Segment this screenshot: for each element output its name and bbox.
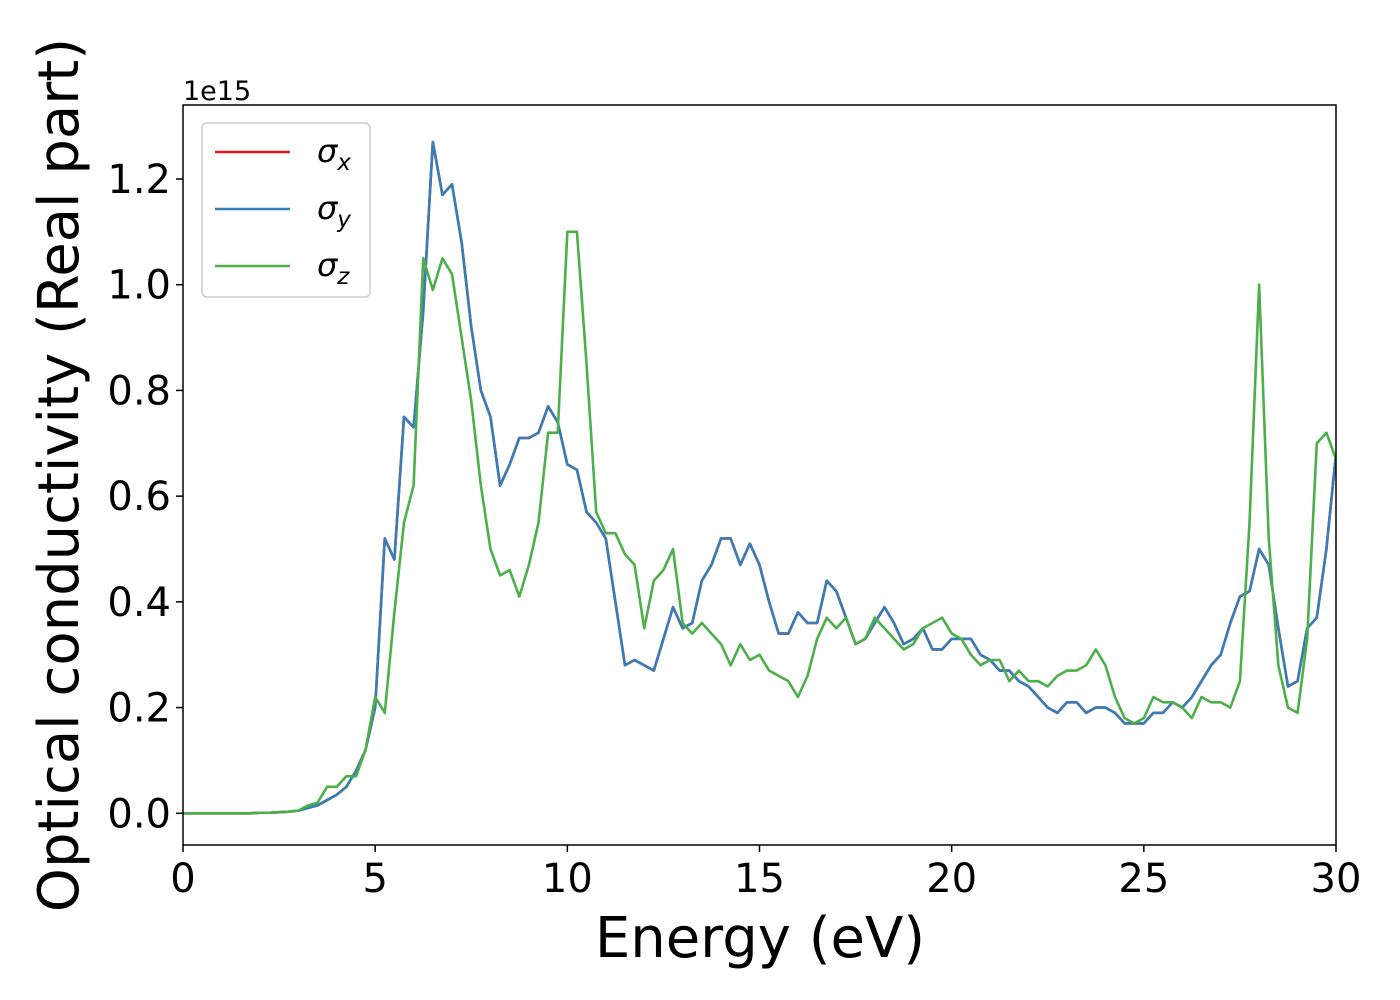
legend-label: σz	[317, 246, 350, 290]
series-line	[183, 140, 1336, 815]
y-tick-label: 0.6	[107, 474, 171, 520]
x-tick-label: 20	[926, 856, 977, 902]
x-tick-label: 15	[734, 856, 785, 902]
y-offset-label: 1e15	[183, 76, 251, 107]
y-tick-label: 0.2	[107, 686, 171, 732]
series-line	[183, 230, 1336, 815]
y-tick-label: 0.8	[107, 368, 171, 414]
y-tick-label: 0.4	[107, 580, 171, 626]
y-tick-label: 0.0	[107, 791, 171, 837]
x-axis-label: Energy (eV)	[595, 906, 925, 971]
x-tick-label: 10	[542, 856, 593, 902]
plot-frame	[182, 104, 1337, 846]
legend-label: σx	[317, 132, 351, 176]
x-tick-label: 30	[1311, 856, 1362, 902]
x-tick-label: 5	[362, 856, 387, 902]
y-axis-label: Optical conductivity (Real part)	[27, 38, 92, 912]
x-tick-label: 25	[1118, 856, 1169, 902]
x-tick-label: 0	[170, 856, 195, 902]
y-tick-label: 1.2	[107, 157, 171, 203]
legend-label: σy	[317, 189, 351, 233]
y-tick-label: 1.0	[107, 263, 171, 309]
